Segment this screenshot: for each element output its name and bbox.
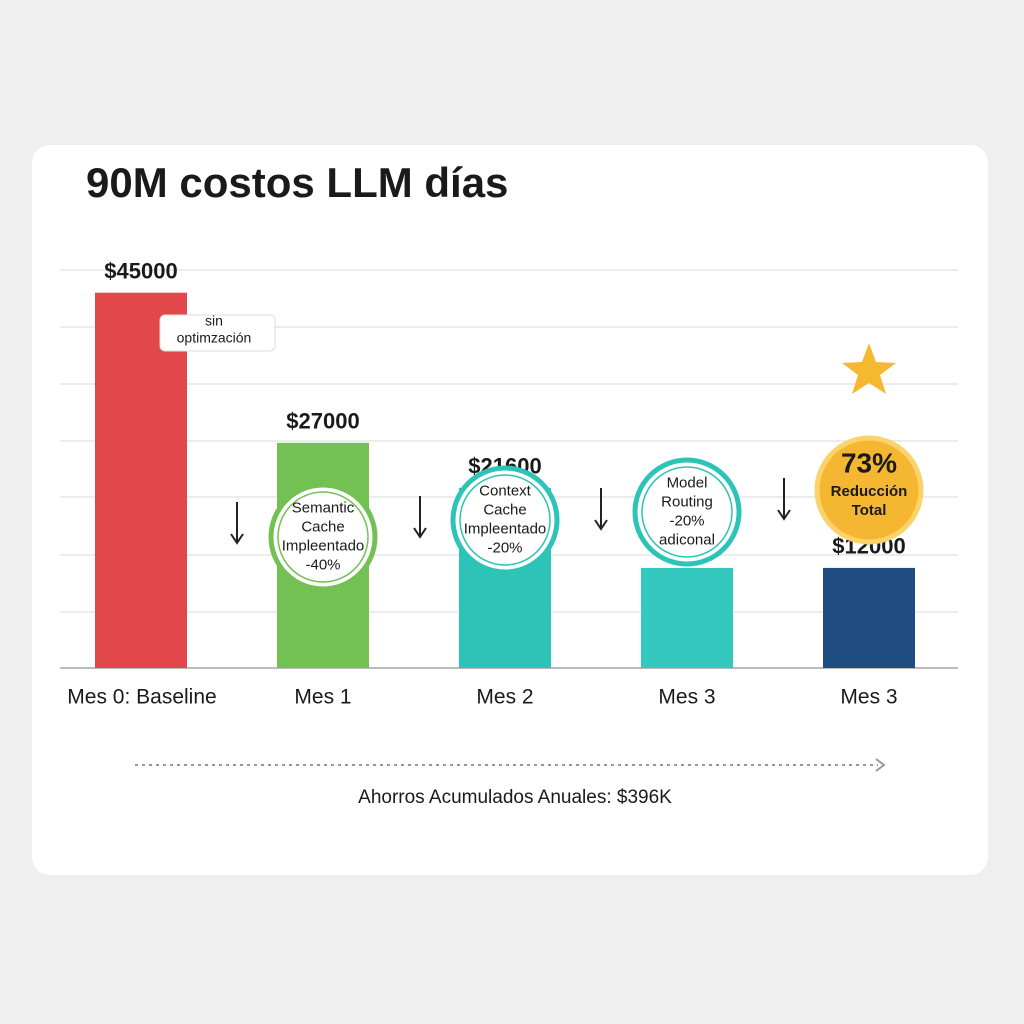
annotation-text: -40%	[305, 556, 340, 573]
annotation-text: adiconal	[659, 531, 715, 548]
annotation-text: sin	[205, 313, 223, 329]
x-tick-label: Mes 0: Baseline	[67, 686, 216, 709]
value-label: $27000	[286, 409, 359, 434]
annotation-text: -20%	[487, 539, 522, 556]
x-tick-label: Mes 2	[476, 686, 533, 709]
annotation-text: Impleentado	[282, 537, 365, 554]
annotation-text: Semantic	[292, 499, 355, 516]
annotation-text: 73%	[841, 447, 897, 478]
star	[842, 343, 896, 394]
annotation-text: Cache	[483, 501, 526, 518]
annotation-text: Reducción	[831, 483, 908, 500]
chart-title: 90M costos LLM días	[86, 159, 508, 206]
annotation-ring	[277, 491, 369, 583]
footer-arrow-head	[875, 758, 886, 772]
annotation-text: Routing	[661, 493, 713, 510]
annotation-circle	[268, 482, 378, 592]
annotation-text: Cache	[301, 518, 344, 535]
annotation-text: -20%	[669, 512, 704, 529]
bar	[823, 567, 915, 668]
footer: Ahorros Acumulados Anuales: $396K	[358, 787, 672, 808]
annotation-box	[159, 314, 276, 352]
annotation-circle	[450, 465, 560, 575]
annotation-text: Model	[667, 474, 708, 491]
x-tick-label: Mes 1	[294, 686, 351, 709]
x-tick-label: Mes 3	[658, 686, 715, 709]
annotation-text: Total	[852, 502, 887, 519]
annotation-circle	[632, 457, 742, 567]
annotation-circle	[814, 435, 924, 545]
annotation-text: Impleentado	[464, 520, 547, 537]
annotation-ring	[459, 474, 551, 566]
bar	[95, 292, 187, 668]
bars	[95, 292, 915, 668]
x-tick-label: Mes 3	[840, 686, 897, 709]
annotation-text: optimzación	[177, 330, 252, 346]
arrows	[230, 478, 791, 545]
value-label: $45000	[104, 259, 177, 284]
annotation-text: Context	[479, 482, 532, 499]
annotation-ring	[641, 466, 733, 558]
bar	[641, 567, 733, 668]
